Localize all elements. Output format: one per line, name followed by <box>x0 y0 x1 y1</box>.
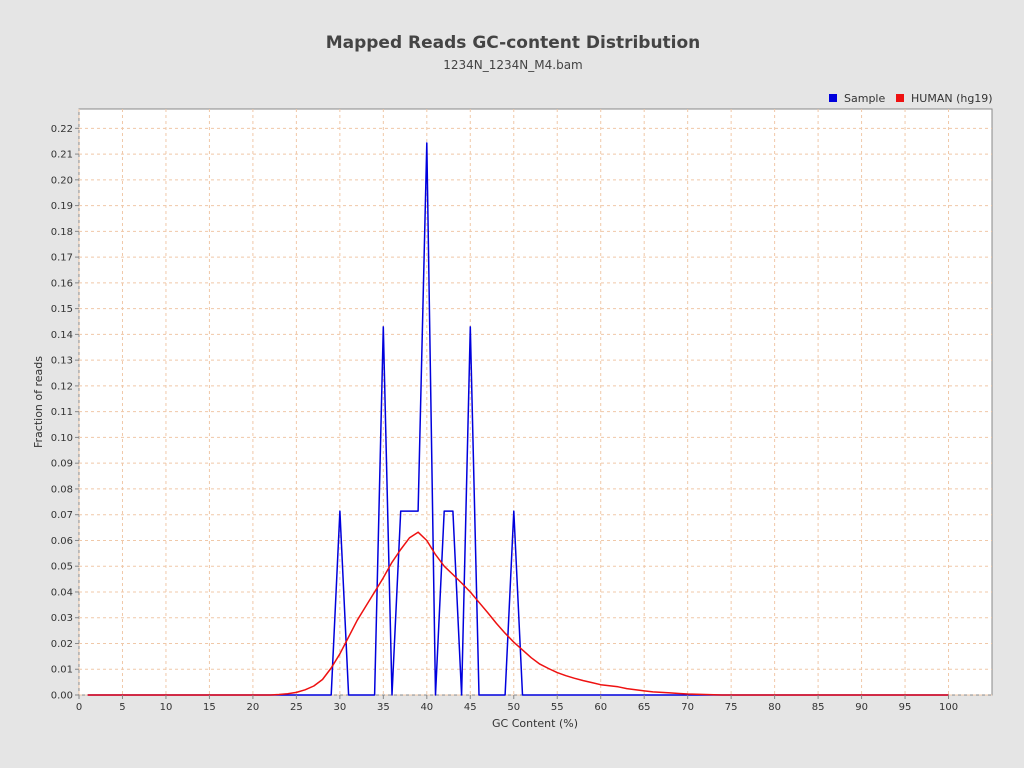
x-tick-label: 70 <box>681 702 694 713</box>
y-tick-label: 0.21 <box>51 150 73 161</box>
x-tick-label: 95 <box>899 702 912 713</box>
x-tick-label: 85 <box>812 702 825 713</box>
x-tick-label: 20 <box>247 702 260 713</box>
x-tick-label: 90 <box>855 702 868 713</box>
x-tick-label: 45 <box>464 702 477 713</box>
y-tick-label: 0.20 <box>51 175 73 186</box>
x-tick-label: 5 <box>119 702 125 713</box>
y-tick-label: 0.19 <box>51 201 73 212</box>
y-tick-label: 0.02 <box>51 639 73 650</box>
legend-label-human: HUMAN (hg19) <box>911 92 993 105</box>
x-tick-label: 65 <box>638 702 651 713</box>
y-tick-label: 0.08 <box>51 484 73 495</box>
x-tick-label: 25 <box>290 702 303 713</box>
legend-swatch-human <box>896 94 904 102</box>
legend: Sample HUMAN (hg19) <box>829 92 993 105</box>
y-tick-label: 0.05 <box>51 562 73 573</box>
x-tick-label: 80 <box>768 702 781 713</box>
y-tick-label: 0.01 <box>51 665 73 676</box>
x-tick-label: 35 <box>377 702 390 713</box>
y-tick-label: 0.03 <box>51 613 73 624</box>
series-lines <box>87 142 949 696</box>
y-tick-label: 0.13 <box>51 356 73 367</box>
y-tick-label: 0.04 <box>51 587 73 598</box>
series-line-sample <box>87 142 949 696</box>
chart-title: Mapped Reads GC-content Distribution <box>326 33 701 53</box>
x-tick-label: 15 <box>203 702 216 713</box>
legend-label-sample: Sample <box>844 92 885 105</box>
x-tick-label: 30 <box>333 702 346 713</box>
series-line-human-hg19 <box>87 531 949 696</box>
y-tick-label: 0.11 <box>51 407 73 418</box>
x-tick-label: 55 <box>551 702 564 713</box>
y-axis-label: Fraction of reads <box>32 356 45 448</box>
chart-subtitle: 1234N_1234N_M4.bam <box>443 58 583 72</box>
y-tick-label: 0.18 <box>51 227 73 238</box>
y-tick-label: 0.17 <box>51 253 73 264</box>
y-tick-label: 0.07 <box>51 510 73 521</box>
x-tick-label: 50 <box>507 702 520 713</box>
y-tick-label: 0.15 <box>51 304 73 315</box>
y-tick-label: 0.22 <box>51 124 73 135</box>
x-tick-label: 60 <box>594 702 607 713</box>
plot-area <box>78 108 993 696</box>
y-tick-label: 0.06 <box>51 536 73 547</box>
y-tick-label: 0.10 <box>51 433 73 444</box>
x-tick-label: 0 <box>76 702 82 713</box>
x-tick-label: 10 <box>160 702 173 713</box>
grid <box>78 109 992 696</box>
y-tick-label: 0.00 <box>51 691 73 702</box>
y-tick-label: 0.14 <box>51 330 73 341</box>
y-tick-label: 0.09 <box>51 459 73 470</box>
legend-swatch-sample <box>829 94 837 102</box>
x-axis-label: GC Content (%) <box>492 717 578 730</box>
x-tick-label: 100 <box>939 702 958 713</box>
y-tick-label: 0.12 <box>51 381 73 392</box>
axis-ticks: 0 5 10 15 20 25 30 35 40 45 50 55 60 65 70 75 80 85 90 95 10… <box>51 124 958 713</box>
x-tick-label: 40 <box>420 702 433 713</box>
x-tick-label: 75 <box>725 702 738 713</box>
y-tick-label: 0.16 <box>51 278 73 289</box>
